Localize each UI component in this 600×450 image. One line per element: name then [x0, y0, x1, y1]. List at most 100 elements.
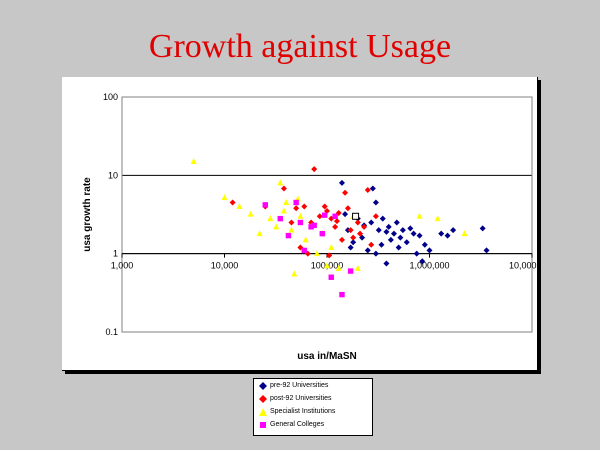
point-series-1 — [288, 219, 295, 226]
legend-marker-svg-3 — [260, 422, 266, 428]
point-series-2 — [335, 264, 342, 271]
point-series-0 — [350, 239, 357, 246]
point-series-1 — [350, 234, 357, 241]
point-series-0 — [387, 236, 394, 243]
point-series-0 — [359, 234, 366, 241]
legend-marker-series-3 — [258, 420, 268, 430]
point-series-3 — [308, 224, 314, 230]
point-series-2 — [302, 236, 309, 243]
y-tick-label: 0.1 — [105, 327, 118, 337]
point-series-1 — [326, 252, 333, 259]
point-series-3 — [339, 291, 345, 298]
slide-title: Growth against Usage — [148, 28, 452, 65]
point-series-0 — [395, 244, 402, 251]
legend-item-series-0: pre-92 Universities — [258, 380, 370, 392]
point-series-3 — [297, 219, 304, 226]
chart-legend: pre-92 Universities post-92 Universities… — [253, 378, 373, 436]
legend-marker-shape-2 — [259, 408, 267, 416]
point-series-0 — [407, 225, 414, 232]
point-series-1 — [364, 186, 371, 193]
point-series-0 — [450, 227, 457, 234]
point-series-0 — [364, 247, 371, 254]
point-series-3 — [301, 247, 307, 254]
legend-marker-shape-3 — [260, 422, 266, 428]
point-series-3 — [293, 199, 299, 206]
legend-marker-series-2 — [258, 407, 268, 417]
point-series-0 — [403, 239, 410, 246]
point-series-1 — [342, 189, 349, 196]
point-series-3 — [311, 222, 317, 229]
x-tick-label: 1,000,000 — [409, 261, 449, 271]
point-series-0 — [369, 185, 376, 192]
point-series-3 — [328, 274, 334, 280]
point-series-0 — [390, 230, 397, 237]
legend-label-series-1: post-92 Universities — [270, 395, 332, 402]
point-series-2 — [297, 212, 304, 219]
point-series-2 — [283, 198, 290, 205]
legend-item-series-1: post-92 Universities — [258, 393, 370, 405]
point-series-0 — [372, 199, 379, 206]
point-series-0 — [416, 232, 423, 239]
x-axis-title: usa in/MaSN — [297, 351, 356, 362]
legend-item-series-3: General Colleges — [258, 419, 370, 431]
point-series-2 — [277, 179, 284, 186]
point-series-0 — [375, 227, 382, 234]
point-series-0 — [383, 260, 390, 267]
legend-item-series-2: Specialist Institutions — [258, 406, 370, 418]
point-series-2 — [247, 210, 254, 217]
chart-frame: 0.11101001,00010,000100,0001,000,00010,0… — [62, 77, 538, 371]
point-series-1 — [332, 223, 339, 230]
point-series-1 — [347, 227, 354, 234]
scatter-chart: 0.11101001,00010,000100,0001,000,00010,0… — [82, 92, 537, 362]
point-series-1 — [333, 218, 340, 225]
point-series-2 — [314, 250, 321, 257]
x-tick-label: 10,000 — [211, 261, 239, 271]
point-series-3 — [319, 230, 326, 237]
point-series-1 — [361, 223, 368, 230]
point-series-0 — [397, 234, 404, 241]
point-series-0 — [378, 241, 385, 248]
point-series-0 — [383, 228, 390, 235]
y-tick-label: 1 — [113, 249, 118, 259]
y-tick-label: 10 — [108, 170, 118, 180]
point-series-1 — [293, 205, 300, 212]
point-series-1 — [321, 203, 328, 210]
legend-label-series-2: Specialist Institutions — [270, 408, 336, 415]
point-series-2 — [434, 215, 441, 222]
legend-marker-series-1 — [258, 394, 268, 404]
point-series-1 — [304, 250, 311, 257]
point-series-2 — [267, 215, 274, 222]
point-series-0 — [385, 223, 392, 230]
legend-marker-shape-0 — [259, 382, 267, 390]
point-series-2 — [256, 230, 263, 237]
point-series-2 — [236, 203, 243, 210]
point-series-0 — [342, 211, 349, 218]
point-series-0 — [413, 250, 420, 257]
legend-marker-svg-2 — [259, 408, 267, 416]
point-series-3 — [277, 215, 283, 222]
point-series-1 — [357, 230, 364, 237]
point-series-0 — [379, 215, 386, 222]
y-tick-label: 100 — [103, 92, 118, 102]
point-series-1 — [308, 219, 315, 226]
plot-area — [121, 96, 533, 333]
point-series-1 — [354, 219, 361, 226]
point-series-1 — [301, 203, 308, 210]
point-series-0 — [393, 219, 400, 226]
point-series-1 — [344, 205, 351, 212]
legend-marker-svg-1 — [259, 395, 267, 403]
point-series-1 — [311, 166, 318, 173]
point-series-1 — [338, 236, 345, 243]
point-series-1 — [372, 213, 379, 220]
legend-label-series-0: pre-92 Universities — [270, 382, 329, 389]
point-series-2 — [328, 243, 335, 250]
point-series-0 — [347, 244, 354, 251]
point-series-3 — [332, 213, 338, 219]
point-series-0 — [479, 225, 486, 232]
point-series-3 — [285, 232, 292, 239]
point-series-2 — [190, 158, 197, 165]
legend-marker-shape-1 — [259, 395, 267, 403]
x-tick-label: 10,000,000 — [509, 261, 537, 271]
point-series-2 — [280, 207, 287, 214]
point-series-1 — [316, 213, 323, 220]
